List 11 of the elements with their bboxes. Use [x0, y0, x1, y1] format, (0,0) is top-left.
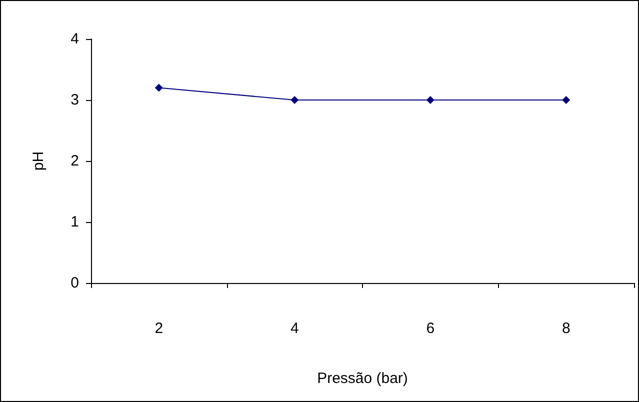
y-axis-title: pH — [30, 151, 47, 171]
y-tick-label: 3 — [70, 92, 79, 108]
x-tick-label: 6 — [426, 320, 435, 337]
x-tick-label: 2 — [154, 320, 164, 337]
y-tick-label: 0 — [70, 274, 79, 292]
x-tick-label: 8 — [562, 320, 570, 337]
x-axis-title: Pressão (bar) — [317, 370, 408, 387]
y-tick-label: 2 — [70, 152, 79, 170]
y-tick-label: 1 — [70, 214, 79, 230]
y-tick-label: 4 — [70, 30, 79, 48]
x-tick-label: 4 — [290, 320, 299, 337]
